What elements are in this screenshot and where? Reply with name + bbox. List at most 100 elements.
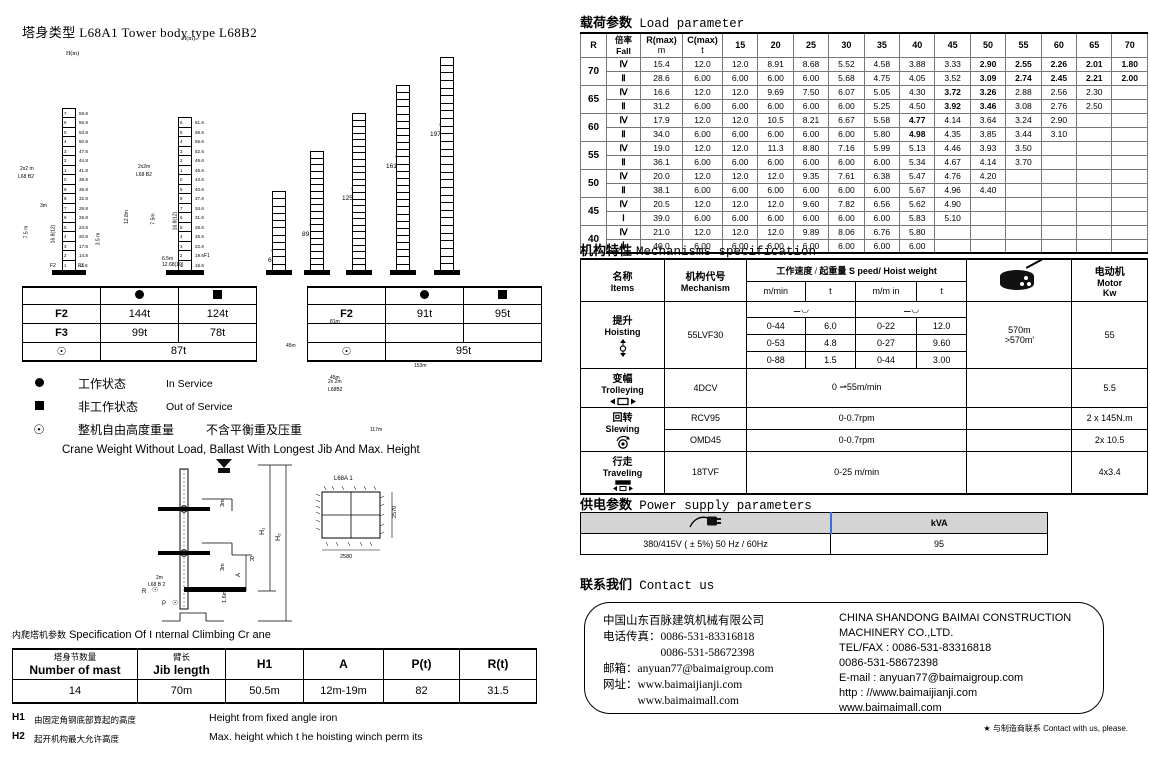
icc-th-a: A [303,648,384,680]
mast-segment [441,142,453,150]
load-cell [1005,224,1042,240]
mast-segment: 0 43.6 [179,175,204,185]
mast-segment [353,173,365,180]
load-row-cmax: 12.0 [682,84,723,100]
mech-speed-row: 0-53 4.8 0-27 9.60 [581,333,1148,352]
hook-4fall-icon: ⚊◡ [855,300,968,318]
mast-segment [353,200,365,207]
mech-speed-slewing-2: 0-0.7rpm [745,428,968,452]
mast-segment: 0 38.8 [63,175,88,185]
weight-in-service: 144t [100,303,179,324]
load-row-rmax: 28.6 [640,70,683,86]
mast-segment [441,249,453,257]
load-cell: 5.83 [899,210,936,226]
contact-web2-cn[interactable]: www.baimaimall.com [603,695,739,707]
free-height-weight: 95t [385,341,542,362]
mechanisms-title: 机构特性 Mechanisms specification [580,240,816,259]
rope-drum-icon [966,258,1073,302]
mast-segment [397,186,409,194]
mast-segment [353,134,365,141]
load-cell: 2.50 [1076,98,1113,114]
mech-unit-mmin: m/min [745,280,806,302]
weight-in-service [385,322,464,343]
load-cell: 3.92 [934,98,971,114]
load-row-fall: Ⅳ [606,84,641,100]
contact-web-en[interactable]: http : //www.baimaijianji.com [839,687,978,699]
mast-segment-number: 2 [64,253,67,259]
mast-segment [311,212,323,219]
load-cell: 2.01 [1076,56,1113,72]
load-row-fall: Ⅳ [606,196,641,212]
circle-icon [22,377,56,390]
mast-segment: 8 37.6 [179,194,204,204]
mast-segment-number: 3 [180,243,183,249]
weight-table-left: F2 144t 124t F3 99t 78t ☉ 87t [22,286,257,362]
mast-segment [273,228,285,236]
mast-segment-height: 61.6 [195,120,204,126]
mech-row-slewing: 回转 Slewing RCV95 0-0.7rpm 2 x 145N.m [580,406,1148,452]
contact-email-en[interactable]: E-mail : anyuan77@baimaigroup.com [839,672,1024,684]
contact-web2-en[interactable]: www.baimaimall.com [839,702,942,714]
weight-out-service: 124t [178,303,257,324]
load-row-rmax: 38.1 [640,182,683,198]
mast-segment: 6 56.8 [63,118,88,128]
load-cell: 4.40 [969,182,1007,198]
lp-th-radius: 30 [828,32,865,58]
icc-val-mast: 14 [12,678,138,704]
mast-segment-height: 35.8 [79,186,88,192]
mech-rope-hoisting: 570m >570m' [966,300,1073,369]
load-row-rmax: 19.0 [640,140,683,156]
mast-segment [353,147,365,154]
load-cell [1040,140,1078,156]
load-cell: 8.80 [792,140,830,156]
mast-segment-height: 37.6 [195,196,204,202]
load-cell [1076,238,1113,254]
mast-segment [311,179,323,186]
icc-th-p: P(t) [383,648,460,680]
load-cell [1040,168,1078,184]
load-row-rmax: 31.2 [640,98,683,114]
contact-web-cn[interactable]: 网址：www.baimaijianji.com [603,679,743,691]
svg-text:R: R [142,589,147,595]
load-cell: 10.5 [757,112,794,128]
mast-segment: 5 28.6 [179,223,204,233]
load-row-radius: 70 [580,56,607,86]
load-cell [1076,112,1113,128]
load-row-rmax: 36.1 [640,154,683,170]
mast-segment: 3 52.6 [179,147,204,157]
mast-segment [397,122,409,129]
mast-segment-number: 5 [180,129,183,135]
mast-segment: 5 53.8 [63,128,88,138]
mech-motor-slewing: 2 x 145N.m [1071,406,1148,430]
contact-note-en: Contact with us, please. [1043,724,1128,733]
load-cell: 5.13 [899,140,936,156]
mast-segment: 2 19.6 [179,251,204,261]
mast-segment: 4 55.6 [179,137,204,147]
load-cell: 12.0 [757,168,794,184]
contact-footnote: ★ 与制造商联系 Contact with us, please. [983,723,1128,734]
mast-segment: 1 41.8 [63,166,88,176]
icc-val-r: 31.5 [459,678,537,704]
load-table-row: 50 Ⅳ 20.0 12.0 12.0 12.0 9.35 7.61 6.38 5.47 4.76 4… [580,168,1148,198]
load-cell [1111,210,1148,226]
mast-segment-number: 4 [64,139,67,145]
mast-segment-height: 49.6 [195,158,204,164]
mast-segment [397,236,409,244]
load-cell: 12.0 [721,56,759,72]
load-cell: 4.90 [934,196,971,212]
load-row-cmax: 12.0 [682,112,723,128]
mech-row-hoisting: 提升 Hoisting 55LVF30 ⚊◡ ⚊◡ 570m >570m' [580,300,1148,369]
load-table-row: 40 Ⅳ 21.0 12.0 12.0 12.0 9.89 8.06 6.76 5.80 [580,224,1148,254]
svg-text:R: R [250,557,255,563]
mast-segment-number: 8 [64,196,67,202]
load-cell: 5.62 [899,196,936,212]
lp-th-fall: 倍率 Fall [606,32,641,58]
mast-segment-number: 3 [64,243,67,249]
mast-segment [273,199,285,207]
weight-in-service: 99t [100,322,179,343]
contact-box: 中国山东百脉建筑机械有限公司 电话传真：0086-531-83316818 00… [584,602,1104,714]
mast-segment [441,218,453,227]
load-cell: 4.67 [934,154,971,170]
mast-segment [441,180,453,188]
mast-segment: 1 46.6 [179,166,204,176]
